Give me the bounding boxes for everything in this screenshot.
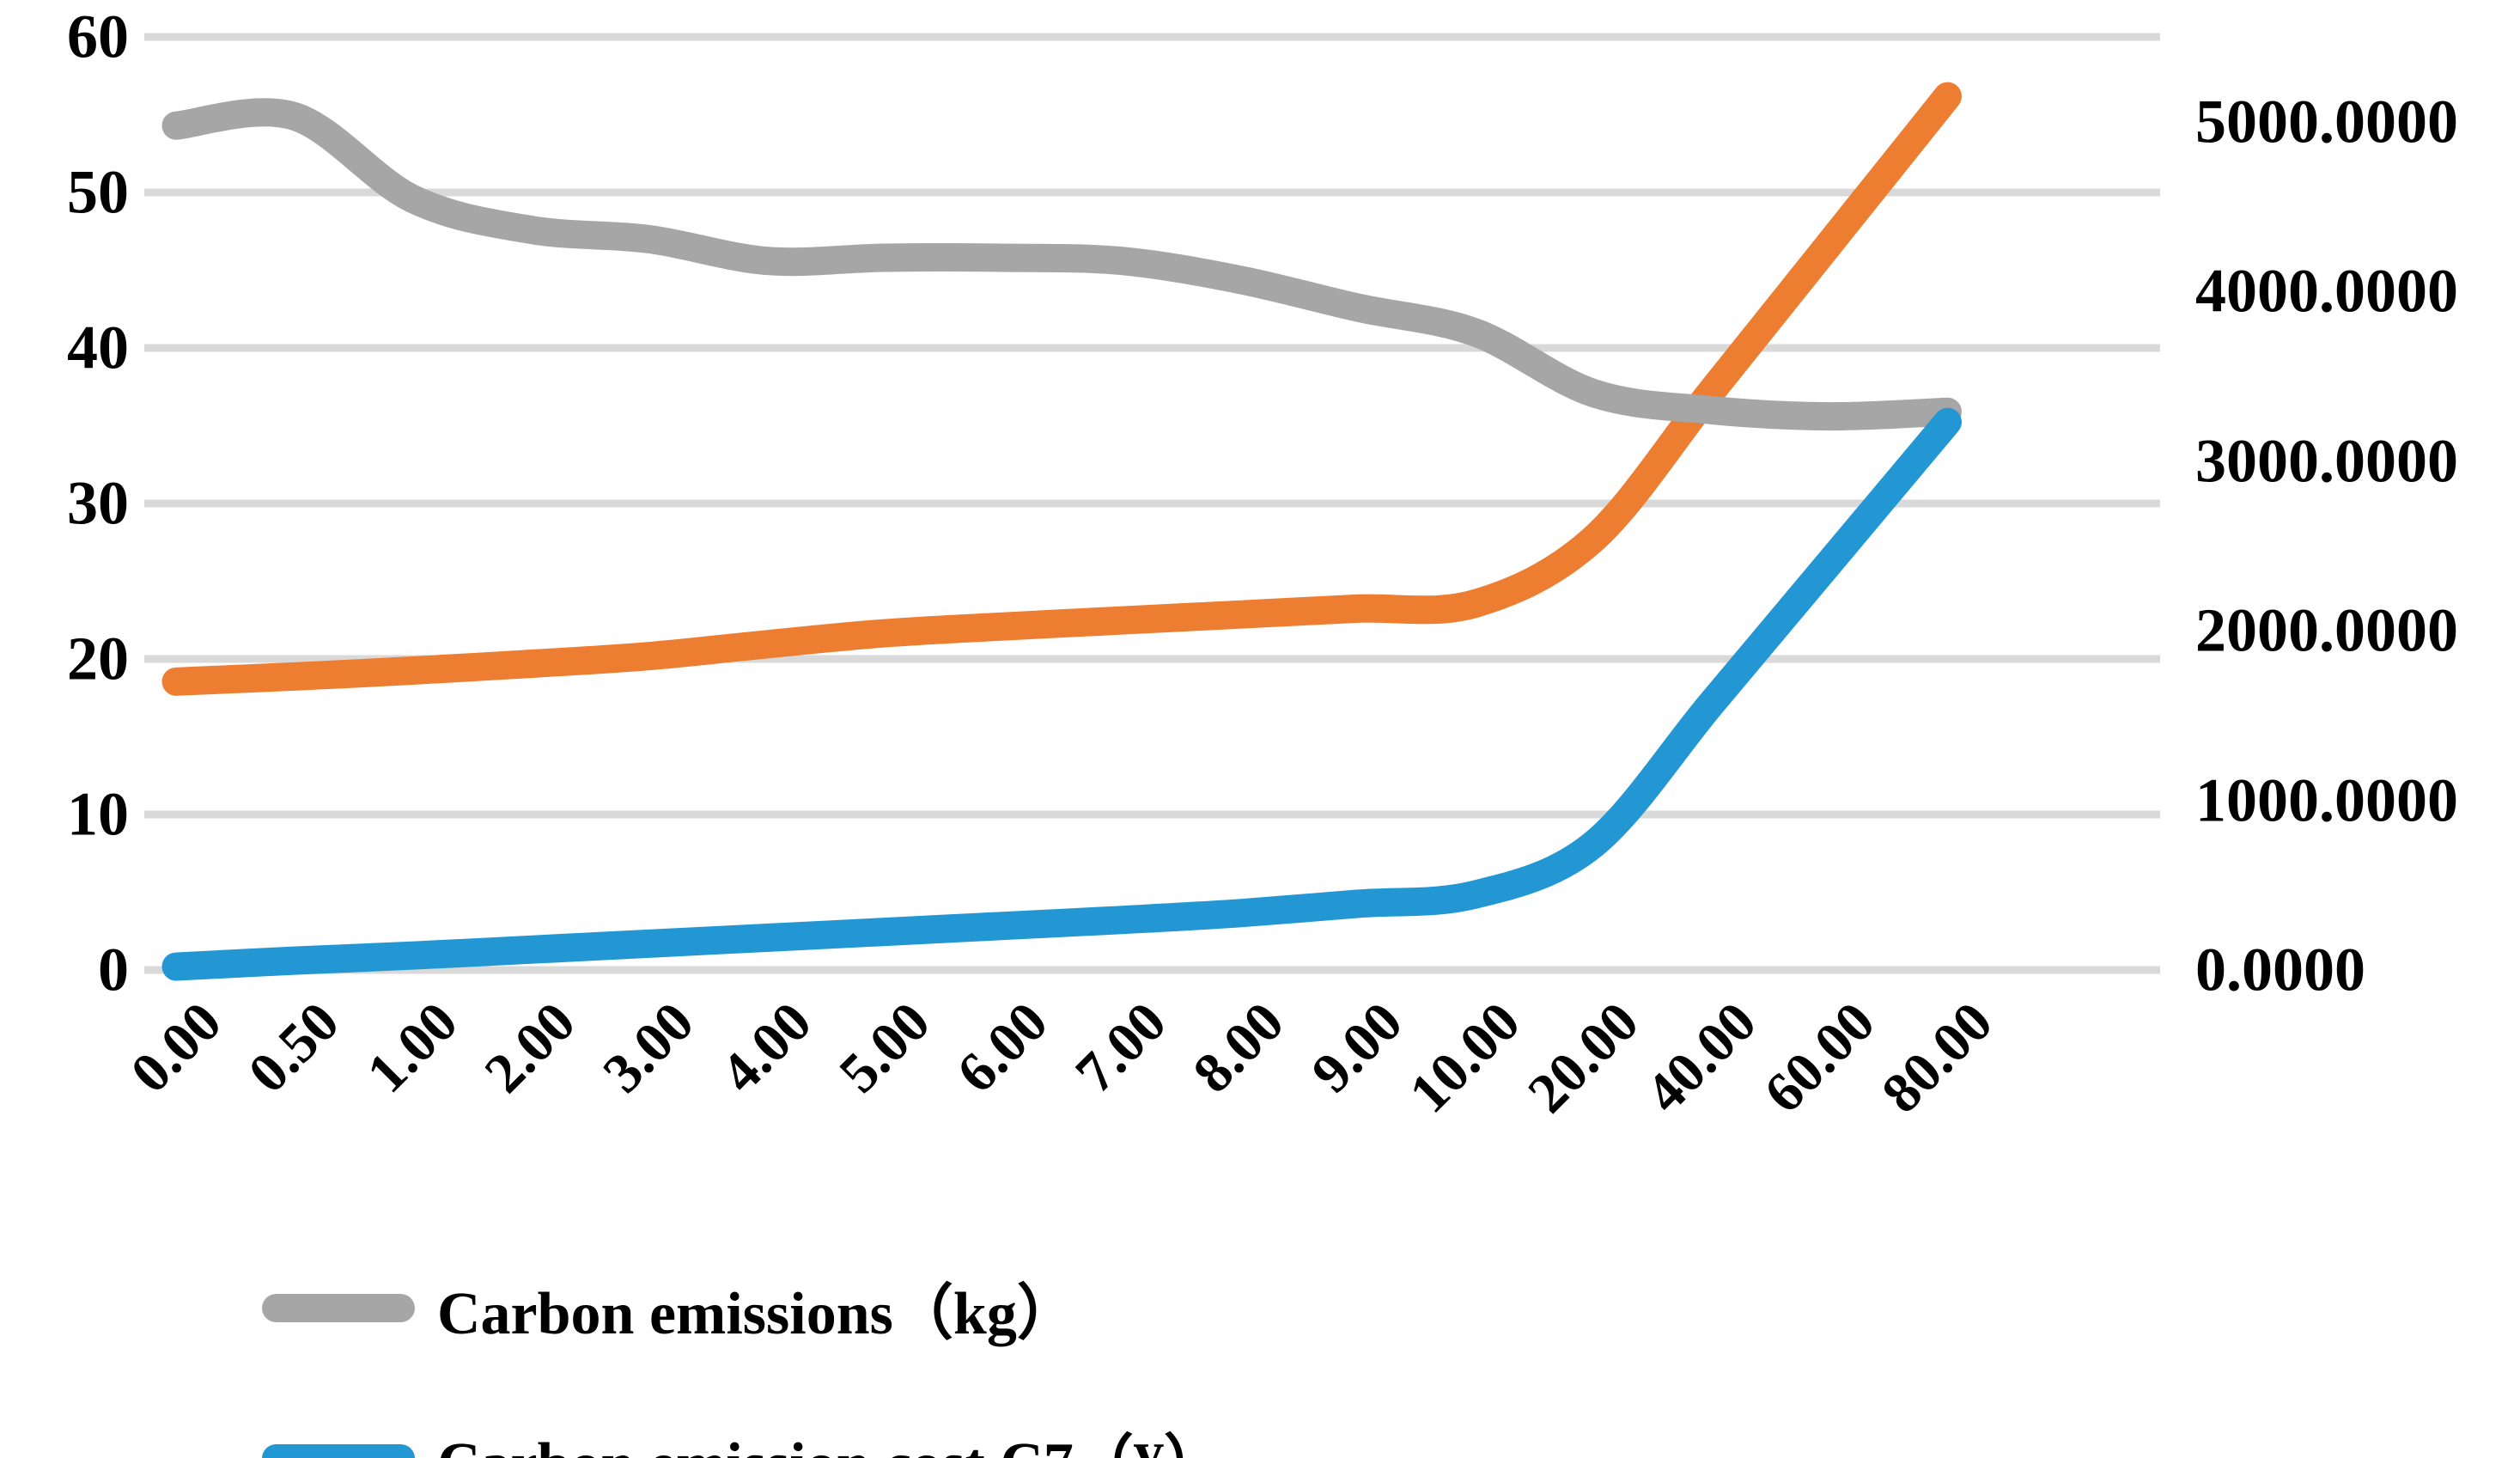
series-line-total-cost xyxy=(161,82,1962,696)
series-line-emission-cost-c7 xyxy=(161,407,1962,981)
legend-label-carbon-emissions: Carbon emissions（kg） xyxy=(437,1281,1077,1347)
right-axis-tick-label: 3000.0000 xyxy=(2195,426,2458,496)
legend-swatch-gray xyxy=(262,1294,415,1322)
legend-item-emission-cost-c7: Carbon emission cost C7（¥） xyxy=(262,1415,1434,1458)
left-axis-tick-label: 10 xyxy=(67,779,129,849)
series-line-carbon-emissions xyxy=(161,98,1962,431)
right-axis-tick-label: 4000.0000 xyxy=(2195,256,2458,326)
legend-label-emission-cost-c7: Carbon emission cost C7（¥） xyxy=(437,1415,1224,1458)
legend-item-carbon-emissions: Carbon emissions（kg） xyxy=(262,1265,1434,1351)
left-axis-tick-label: 40 xyxy=(67,313,129,382)
right-axis-tick-label: 1000.0000 xyxy=(2195,766,2458,835)
legend-swatch-blue xyxy=(262,1444,415,1458)
left-axis-tick-label: 50 xyxy=(67,157,129,227)
left-axis-tick-label: 30 xyxy=(67,468,129,538)
gridlines xyxy=(144,33,2160,974)
left-axis-tick-label: 0 xyxy=(98,935,129,1004)
right-axis-tick-label: 0.0000 xyxy=(2195,935,2365,1004)
left-axis-tick-label: 60 xyxy=(67,2,129,71)
legend: Carbon emissions（kg） Carbon emission cos… xyxy=(262,1265,2495,1458)
right-axis-tick-label: 5000.0000 xyxy=(2195,87,2458,156)
right-axis-tick-label: 2000.0000 xyxy=(2195,595,2458,665)
left-axis-tick-label: 20 xyxy=(67,624,129,693)
